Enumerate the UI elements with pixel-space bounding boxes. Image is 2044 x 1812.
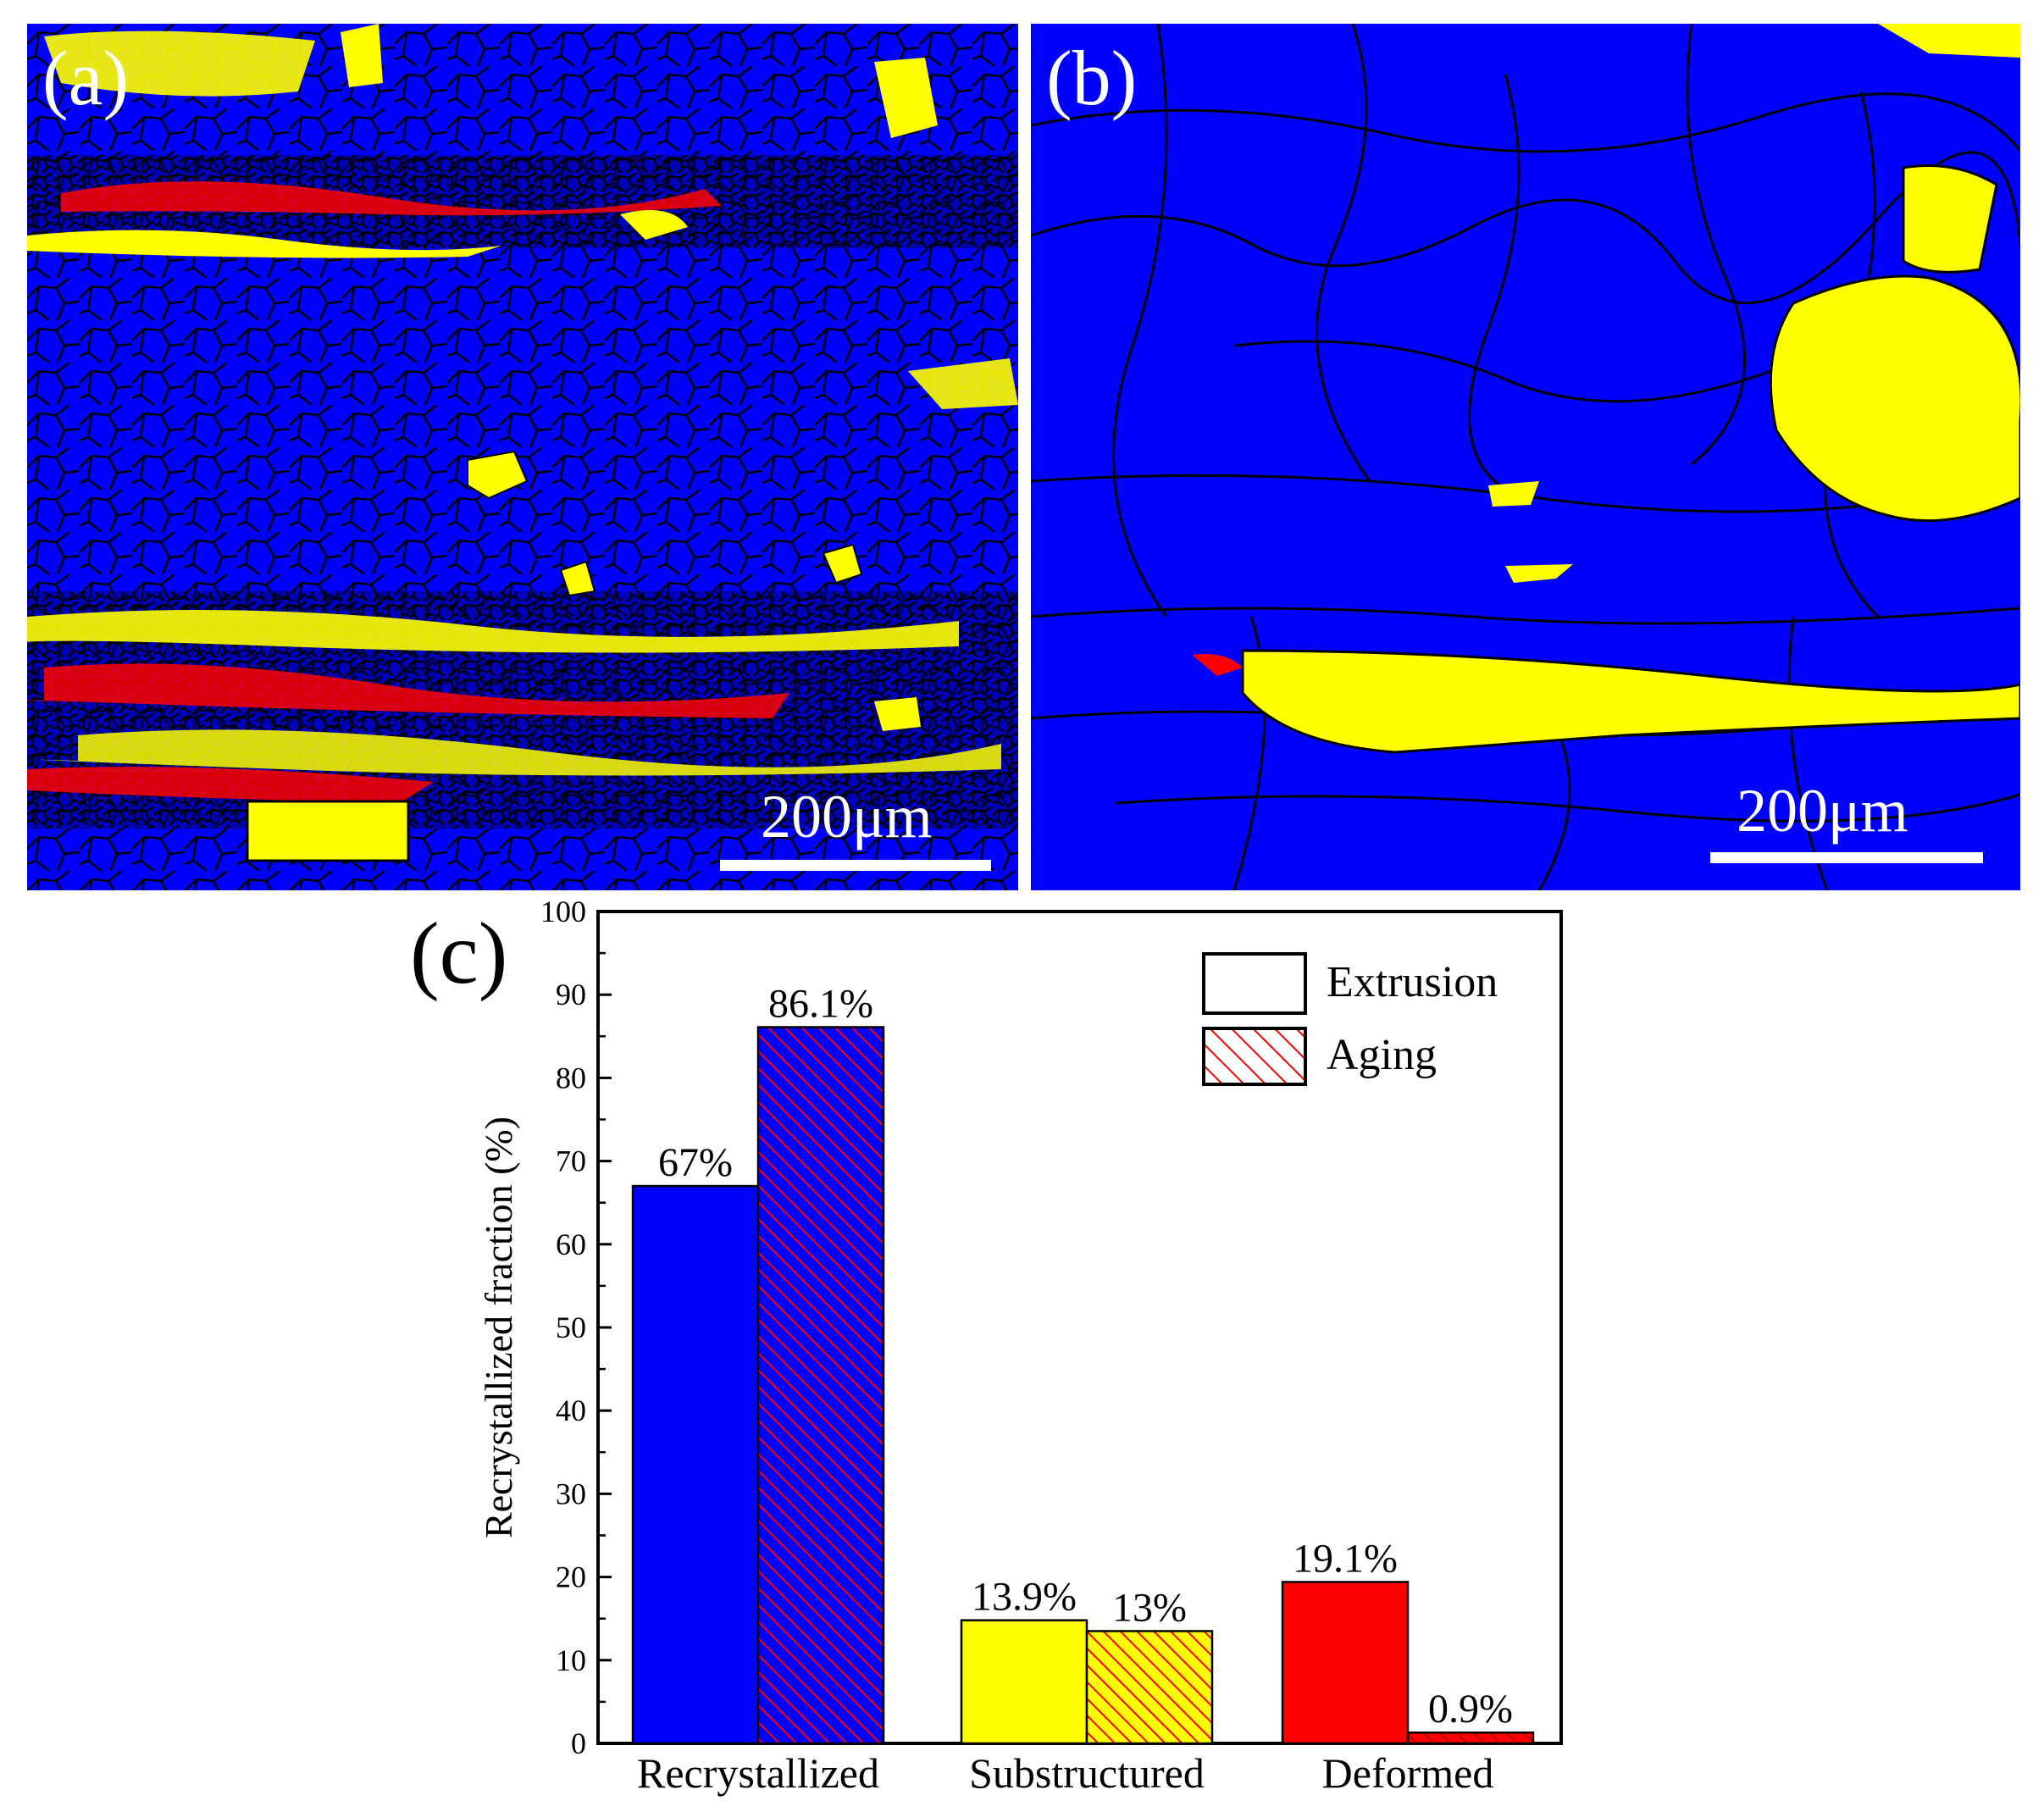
- y-tick-label: 40: [556, 1394, 586, 1427]
- bar-substructured-aging: [1085, 1630, 1214, 1745]
- deformed-band-upper: [27, 24, 1018, 258]
- bar-recrystallized-aging: [756, 1026, 885, 1745]
- y-tick-label: 0: [571, 1726, 586, 1760]
- legend-swatch-extrusion: [1202, 952, 1307, 1015]
- ebsd-map-b-image: [1031, 24, 2020, 890]
- data-label-substructured-extrusion: 13.9%: [972, 1575, 1077, 1620]
- substructured-grains-a: [467, 358, 1018, 731]
- scale-bar-a: [720, 860, 991, 871]
- panel-b-label: (b): [1046, 35, 1138, 121]
- recrystallized-fraction-bar-chart: 0 10 20 30 40 50 60 70 80 90 100 Recrystallized fra…: [477, 898, 1563, 1797]
- y-tick-label: 20: [556, 1560, 586, 1594]
- y-tick-label: 10: [556, 1643, 586, 1677]
- y-tick-label: 80: [556, 1061, 586, 1094]
- data-label-deformed-aging: 0.9%: [1428, 1687, 1513, 1732]
- legend-label-extrusion: Extrusion: [1327, 958, 1498, 1006]
- y-tick-label: 90: [556, 978, 586, 1011]
- y-axis-label: Recrystallized fraction (%): [477, 1117, 520, 1538]
- y-tick-label: 50: [556, 1311, 586, 1344]
- legend-label-aging: Aging: [1327, 1031, 1437, 1079]
- data-label-deformed-extrusion: 19.1%: [1293, 1536, 1398, 1581]
- data-label-recrystallized-extrusion: 67%: [658, 1140, 733, 1185]
- y-tick-label: 60: [556, 1227, 586, 1261]
- ebsd-map-a-image: [27, 24, 1018, 890]
- panel-c-label: (c): [410, 905, 508, 1002]
- deformed-band-lower: [27, 591, 1018, 862]
- bar-substructured-extrusion: [960, 1619, 1088, 1745]
- x-tick-label-recrystallized: Recrystallized: [637, 1749, 879, 1797]
- data-label-substructured-aging: 13%: [1112, 1585, 1187, 1630]
- data-label-recrystallized-aging: 86.1%: [768, 981, 873, 1026]
- ebsd-map-extrusion: (a) 200μm: [27, 24, 1018, 890]
- bar-deformed-extrusion: [1281, 1581, 1410, 1745]
- bar-recrystallized-extrusion: [631, 1184, 760, 1745]
- scale-bar-label-a: 200μm: [761, 783, 933, 851]
- y-tick-label: 100: [540, 898, 586, 928]
- x-tick-label-substructured: Substructured: [969, 1749, 1205, 1797]
- legend-swatch-aging: [1202, 1027, 1307, 1086]
- bar-deformed-aging: [1406, 1731, 1535, 1745]
- y-tick-label: 70: [556, 1144, 586, 1178]
- y-tick-label: 30: [556, 1477, 586, 1510]
- ebsd-map-aging: (b) 200μm: [1031, 24, 2020, 890]
- scale-bar-label-b: 200μm: [1737, 777, 1908, 845]
- scale-bar-b: [1710, 852, 1983, 863]
- x-tick-label-deformed: Deformed: [1322, 1749, 1494, 1797]
- panel-a-label: (a): [42, 35, 130, 121]
